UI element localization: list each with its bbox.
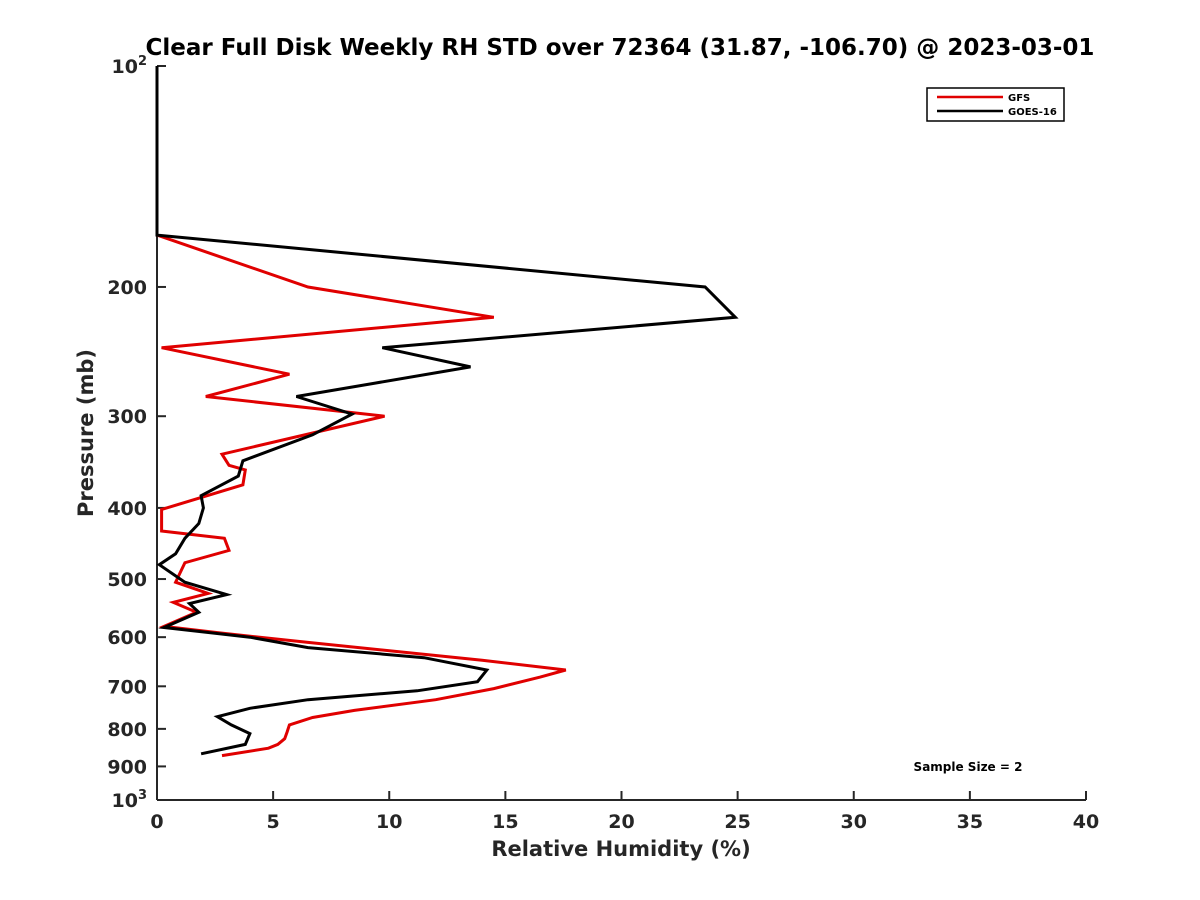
y-tick-label: 300 [107,406,147,428]
plot-area [156,66,1086,801]
y-tick-exponent: 2 [138,54,147,69]
y-tick-base: 10 [112,790,138,812]
series-line-goes16 [155,66,739,756]
y-tick-exponent: 3 [138,788,147,803]
y-tick-label: 103 [112,788,148,812]
legend: GFS GOES-16 [926,87,1065,122]
y-tick-label: 400 [107,498,147,520]
y-tick-label: 800 [107,719,147,741]
y-tick-label: 102 [112,54,148,78]
y-tick-label: 900 [107,756,147,778]
legend-box [926,87,1065,122]
x-tick-label: 15 [492,811,518,833]
legend-label-goes16: GOES-16 [1008,107,1057,118]
sample-size-annotation: Sample Size = 2 [914,760,1023,774]
x-tick-label: 20 [608,811,634,833]
chart-title: Clear Full Disk Weekly RH STD over 72364… [146,35,1095,61]
y-tick-base: 10 [112,56,138,78]
y-tick-label: 200 [107,277,147,299]
x-tick-label: 0 [150,811,163,833]
y-axis-label: Pressure (mb) [74,349,98,517]
x-tick-label: 25 [724,811,750,833]
x-tick-label: 35 [957,811,983,833]
legend-label-gfs: GFS [1008,93,1030,104]
x-tick-label: 5 [267,811,280,833]
series-line-gfs [155,66,567,758]
x-tick-label: 10 [376,811,402,833]
x-axis-label: Relative Humidity (%) [491,837,750,861]
y-tick-label: 700 [107,676,147,698]
x-tick-label: 30 [841,811,867,833]
series-layer [155,66,739,758]
x-tick-label: 40 [1073,811,1099,833]
y-tick-label: 500 [107,569,147,591]
y-tick-label: 600 [107,627,147,649]
x-ticks: 0 5 10 15 20 25 30 35 40 [150,791,1099,833]
